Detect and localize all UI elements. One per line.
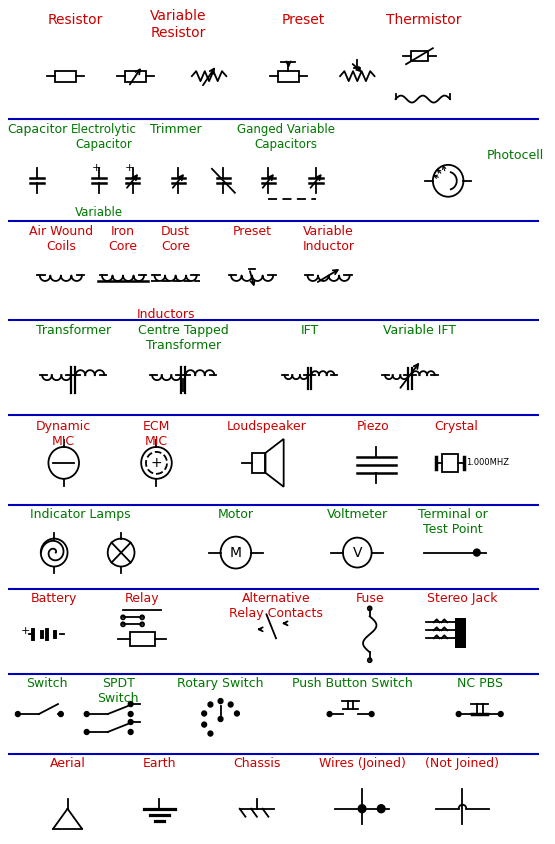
Circle shape [235,711,239,716]
Circle shape [218,699,223,704]
Text: Dust
Core: Dust Core [161,225,190,252]
Circle shape [218,717,223,722]
Circle shape [128,729,133,734]
Circle shape [202,711,206,716]
Bar [442,454,458,472]
Text: +: + [125,163,134,173]
Text: NC PBS: NC PBS [457,677,503,690]
Text: Centre Tapped
Transformer: Centre Tapped Transformer [138,324,229,352]
Text: +: + [150,456,162,470]
Text: Wires (Joined): Wires (Joined) [319,757,406,770]
Text: Capacitor: Capacitor [7,123,67,136]
Text: SPDT
Switch: SPDT Switch [98,677,139,705]
Text: Piezo: Piezo [357,420,390,433]
Text: Preset: Preset [233,225,271,238]
Text: Ganged Variable
Capacitors: Ganged Variable Capacitors [236,123,335,151]
Text: V: V [352,545,362,560]
Text: Variable
Inductor: Variable Inductor [302,225,355,252]
Text: Switch: Switch [26,677,67,690]
Bar [55,71,76,82]
Text: Alternative
Relay Contacts: Alternative Relay Contacts [229,592,323,620]
Text: Electrolytic
Capacitor: Electrolytic Capacitor [71,123,137,151]
Text: M: M [230,545,242,560]
Text: Battery: Battery [31,592,77,605]
Text: Preset: Preset [281,14,325,27]
Text: Voltmeter: Voltmeter [327,508,388,521]
Text: Relay: Relay [125,592,159,605]
Text: Chassis: Chassis [233,757,281,770]
Text: Variable: Variable [75,206,123,219]
Bar [455,619,466,648]
Circle shape [473,549,480,556]
Text: Variable
Resistor: Variable Resistor [150,9,206,40]
Text: Motor: Motor [218,508,254,521]
Text: Photocell: Photocell [486,149,544,162]
Text: Indicator Lamps: Indicator Lamps [29,508,130,521]
Text: +: + [21,626,30,636]
Circle shape [327,711,332,717]
Circle shape [128,701,133,706]
Text: Aerial: Aerial [49,757,85,770]
Bar [411,51,428,62]
Circle shape [498,711,503,717]
Text: Thermistor: Thermistor [386,14,462,27]
Bar [130,632,155,647]
Circle shape [128,711,133,717]
Circle shape [208,731,213,736]
Circle shape [16,711,20,717]
Text: ECM
MIC: ECM MIC [143,420,170,448]
Text: Fuse: Fuse [355,592,384,605]
Text: Trimmer: Trimmer [150,123,201,136]
Text: Resistor: Resistor [48,14,103,27]
Text: Rotary Switch: Rotary Switch [177,677,264,690]
Text: Air Wound
Coils: Air Wound Coils [29,225,93,252]
Text: Transformer: Transformer [36,324,111,338]
Circle shape [84,729,89,734]
Circle shape [208,702,213,707]
Circle shape [228,702,233,707]
Bar [252,453,265,473]
Circle shape [359,804,366,813]
Circle shape [128,720,133,724]
Text: Dynamic
MIC: Dynamic MIC [36,420,92,448]
Bar [278,71,299,82]
Text: 1.000MHZ: 1.000MHZ [466,458,509,468]
Text: Loudspeaker: Loudspeaker [226,420,306,433]
Circle shape [58,711,63,717]
Text: (Not Joined): (Not Joined) [426,757,500,770]
Circle shape [377,804,385,813]
Text: Variable IFT: Variable IFT [383,324,456,338]
Text: Crystal: Crystal [434,420,478,433]
Text: Terminal or
Test Point: Terminal or Test Point [418,508,488,536]
Text: +: + [92,163,101,173]
Text: IFT: IFT [300,324,319,338]
Circle shape [84,711,89,717]
Text: Push Button Switch: Push Button Switch [292,677,413,690]
Text: Earth: Earth [143,757,176,770]
Circle shape [369,711,374,717]
Text: Stereo Jack: Stereo Jack [427,592,498,605]
Text: Iron
Core: Iron Core [109,225,138,252]
Circle shape [456,711,461,717]
Bar [125,71,146,82]
Circle shape [202,722,206,727]
Text: Inductors: Inductors [137,308,195,322]
